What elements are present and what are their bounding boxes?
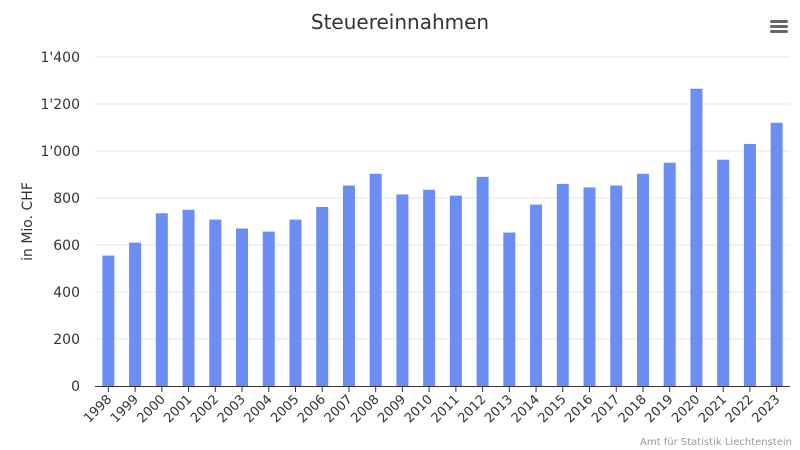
hamburger-menu-icon: [770, 20, 788, 34]
bar-2004[interactable]: [262, 231, 275, 386]
bar-2009[interactable]: [396, 194, 409, 386]
y-axis-label: in Mio. CHF: [20, 182, 36, 261]
x-tick-label: 2000: [135, 392, 169, 426]
x-tick-label: 2002: [188, 392, 222, 426]
bar-2014[interactable]: [530, 204, 543, 386]
bar-2019[interactable]: [663, 162, 676, 386]
x-tick-label: 2022: [723, 392, 757, 426]
bar-2017[interactable]: [610, 185, 623, 386]
y-tick-label: 1'200: [41, 97, 80, 113]
bar-2005[interactable]: [289, 219, 302, 386]
x-tick-label: 2021: [696, 392, 730, 426]
axes: [95, 386, 790, 392]
x-tick-label: 2015: [536, 392, 570, 426]
bar-2006[interactable]: [316, 206, 329, 386]
bar-2010[interactable]: [423, 189, 436, 386]
y-tick-label: 600: [53, 238, 80, 254]
y-tick-label: 400: [53, 285, 80, 301]
x-tick-label: 2009: [375, 392, 409, 426]
bar-1999[interactable]: [129, 242, 142, 386]
y-tick-label: 200: [53, 332, 80, 348]
x-tick-label: 1999: [108, 392, 142, 426]
x-tick-label: 2020: [669, 392, 703, 426]
x-tick-label: 2012: [455, 392, 489, 426]
bar-2003[interactable]: [236, 228, 249, 386]
x-tick-label: 2018: [616, 392, 650, 426]
y-tick-label: 1'400: [41, 50, 80, 66]
x-tick-label: 2001: [161, 392, 195, 426]
bar-2001[interactable]: [182, 209, 195, 386]
bar-2013[interactable]: [503, 232, 516, 386]
bars: [102, 88, 783, 387]
grid-lines: [95, 56, 790, 340]
bar-2023[interactable]: [770, 122, 783, 387]
x-tick-label: 2010: [402, 392, 436, 426]
bar-2016[interactable]: [583, 187, 596, 386]
bar-1998[interactable]: [102, 255, 115, 386]
x-tick-label: 2014: [509, 392, 543, 426]
y-tick-label: 0: [71, 379, 80, 395]
bar-2011[interactable]: [449, 195, 462, 386]
bar-2018[interactable]: [636, 173, 649, 386]
chart-title: Steuereinnahmen: [310, 10, 490, 34]
x-tick-label: 2017: [589, 392, 623, 426]
x-tick-label: 2023: [749, 392, 783, 426]
x-tick-label: 2007: [322, 392, 356, 426]
bar-2021[interactable]: [717, 159, 730, 386]
bar-2008[interactable]: [369, 173, 382, 386]
bar-2012[interactable]: [476, 176, 489, 386]
bar-2007[interactable]: [342, 185, 355, 386]
x-tick-label: 2016: [562, 392, 596, 426]
x-tick-label: 2003: [215, 392, 249, 426]
chart-menu-button[interactable]: [764, 14, 788, 38]
x-tick-label: 2006: [295, 392, 329, 426]
x-tick-label: 2019: [643, 392, 677, 426]
bar-2015[interactable]: [556, 183, 569, 386]
x-tick-label: 2011: [429, 392, 463, 426]
y-tick-label: 800: [53, 191, 80, 207]
x-tick-label: 2008: [348, 392, 382, 426]
x-tick-label: 2004: [242, 392, 276, 426]
bar-2022[interactable]: [743, 143, 756, 386]
x-tick-label: 2005: [268, 392, 302, 426]
y-tick-label: 1'000: [41, 144, 80, 160]
x-tick-label: 2013: [482, 392, 516, 426]
bar-2020[interactable]: [690, 88, 703, 386]
bar-2000[interactable]: [155, 213, 168, 386]
bar-2002[interactable]: [209, 219, 222, 386]
x-tick-label: 1998: [81, 392, 115, 426]
credits-text: Amt für Statistik Liechtenstein: [640, 437, 792, 448]
